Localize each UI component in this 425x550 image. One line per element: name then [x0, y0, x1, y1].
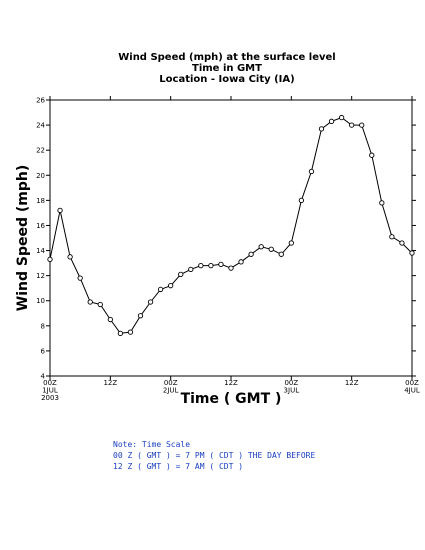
y-tick-label: 16: [36, 222, 45, 230]
x-axis-label: Time ( GMT ): [181, 391, 282, 407]
data-point: [328, 118, 335, 124]
data-point: [67, 254, 73, 260]
x-tick-label: 3JUL: [284, 387, 300, 395]
y-tick-label: 10: [36, 297, 45, 305]
data-point: [298, 197, 305, 204]
y-tick-label: 8: [41, 322, 45, 330]
wind-speed-series: [47, 114, 415, 336]
data-point: [409, 250, 415, 256]
series-line: [49, 117, 413, 334]
note-line: 00 Z ( GMT ) = 7 PM ( CDT ) THE DAY BEFO…: [113, 451, 316, 460]
y-tick-label: 12: [36, 272, 45, 280]
data-point: [198, 262, 204, 269]
data-point: [87, 299, 93, 305]
data-point: [268, 246, 274, 252]
y-tick-label: 22: [36, 147, 45, 155]
data-point: [248, 251, 254, 257]
data-point: [137, 313, 144, 319]
note-line: Note: Time Scale: [113, 440, 191, 449]
data-point: [97, 301, 103, 308]
data-point: [208, 262, 214, 269]
data-point: [107, 316, 113, 323]
y-tick-label: 6: [41, 347, 46, 355]
time-scale-note: Note: Time Scale 00 Z ( GMT ) = 7 PM ( C…: [113, 439, 315, 472]
x-tick-label: 1JUL: [42, 387, 58, 395]
data-point: [338, 114, 345, 121]
y-axis-ticks: 4 6 8 10 12 14 16 18 20 22 24 26: [36, 97, 416, 381]
data-point: [288, 240, 294, 246]
data-point: [238, 259, 244, 265]
data-point: [117, 330, 124, 336]
x-tick-label: 12Z: [103, 379, 117, 387]
data-point: [278, 251, 284, 257]
plot-frame: [49, 99, 413, 377]
note-line: 12 Z ( GMT ) = 7 AM ( CDT ): [113, 462, 244, 471]
data-point: [349, 122, 355, 128]
data-point: [57, 207, 63, 214]
y-tick-label: 26: [36, 97, 45, 105]
chart-title-line-3: Location - Iowa City (IA): [159, 74, 294, 85]
y-tick-label: 24: [36, 122, 45, 130]
x-tick-label: 00Z: [405, 379, 419, 387]
y-tick-label: 14: [36, 247, 45, 255]
data-point: [258, 244, 264, 250]
data-point: [369, 152, 375, 158]
x-tick-label: 4JUL: [404, 387, 420, 395]
data-point: [228, 265, 234, 271]
x-tick-label: 12Z: [224, 379, 238, 387]
data-point: [218, 261, 224, 267]
data-point: [127, 329, 134, 335]
data-point: [168, 283, 174, 289]
data-point: [379, 200, 385, 206]
data-point: [188, 266, 194, 273]
x-tick-label: 2003: [41, 394, 59, 402]
x-tick-label: 12Z: [345, 379, 359, 387]
data-point: [359, 122, 365, 128]
data-point: [318, 126, 325, 132]
y-tick-label: 18: [36, 197, 45, 205]
data-point: [389, 234, 395, 240]
y-tick-label: 4: [41, 373, 46, 381]
data-point: [399, 240, 405, 246]
data-point: [178, 271, 184, 278]
y-axis-label: Wind Speed (mph): [15, 165, 31, 311]
x-tick-label: 00Z: [164, 379, 178, 387]
data-point: [147, 299, 154, 305]
y-tick-label: 20: [36, 172, 45, 180]
data-point: [77, 275, 83, 281]
x-tick-label: 00Z: [43, 379, 57, 387]
data-point: [308, 168, 315, 175]
chart-title-line-1: Wind Speed (mph) at the surface level: [118, 52, 336, 63]
data-point: [157, 286, 164, 293]
chart-title-line-2: Time in GMT: [192, 63, 262, 74]
x-tick-label: 2JUL: [163, 387, 179, 395]
x-tick-label: 00Z: [284, 379, 298, 387]
data-point: [47, 256, 53, 262]
